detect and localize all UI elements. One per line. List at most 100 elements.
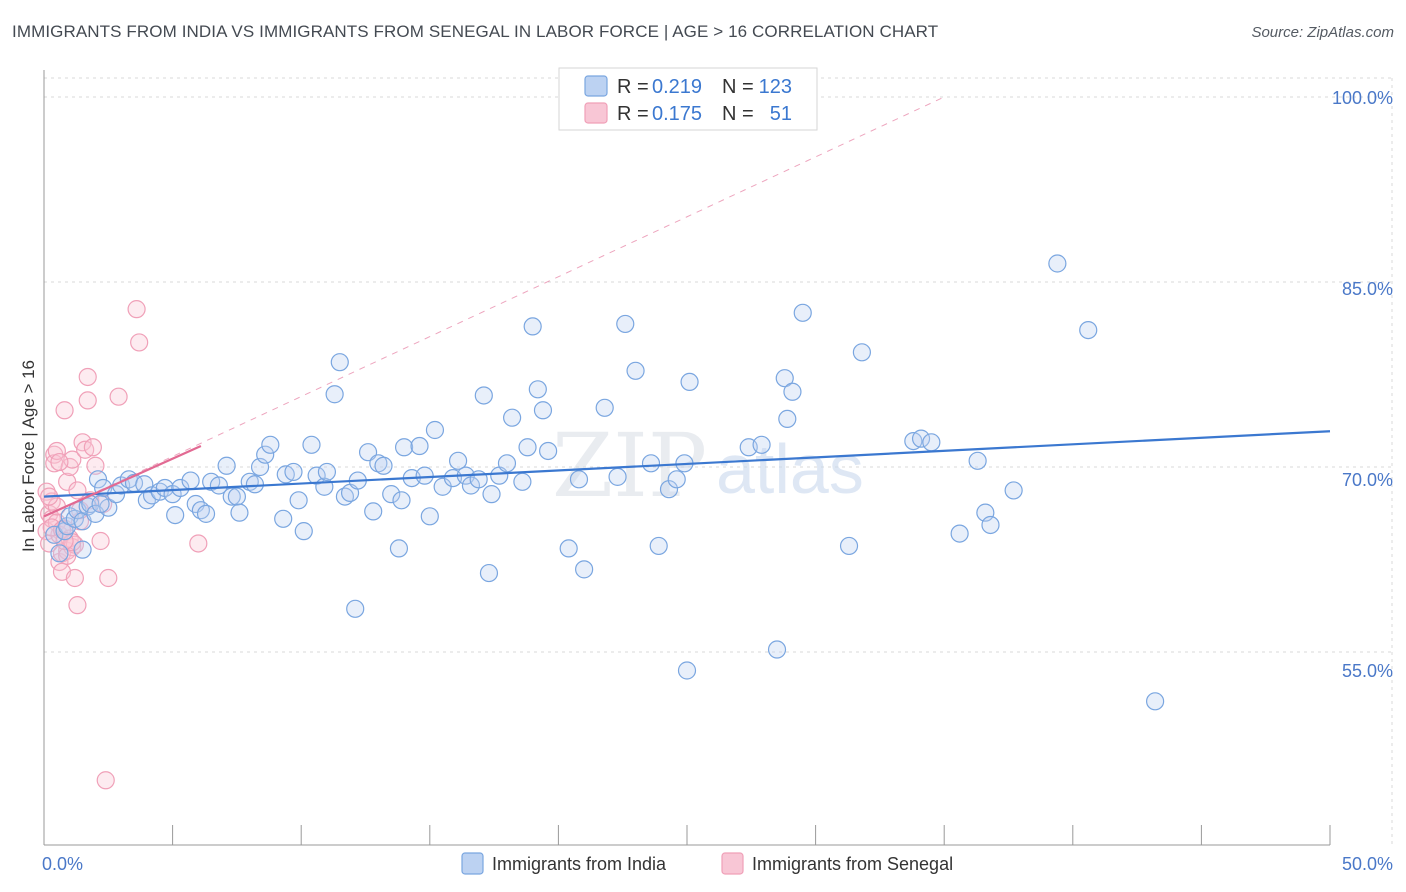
- bottom-legend-senegal: Immigrants from Senegal: [752, 854, 953, 874]
- bottom-legend-india: Immigrants from India: [492, 854, 667, 874]
- india-point-61: [394, 438, 414, 457]
- india-point-83: [539, 441, 558, 461]
- india-point-43: [284, 462, 303, 482]
- senegal-point-18: [60, 457, 79, 477]
- india-point-117: [1146, 692, 1165, 711]
- y-tick-label-3: 100.0%: [1332, 88, 1393, 108]
- india-point-37: [245, 475, 265, 494]
- legend-swatch-india: [584, 75, 608, 97]
- india-point-105: [839, 536, 859, 556]
- y-tick-label-2: 85.0%: [1342, 279, 1393, 299]
- india-point-106: [852, 343, 871, 362]
- senegal-point-38: [109, 387, 128, 406]
- senegal-point-39: [127, 300, 146, 319]
- india-point-24: [166, 505, 185, 525]
- legend-senegal-n-label: N =: [722, 103, 754, 125]
- india-point-58: [374, 456, 393, 475]
- legend-senegal-r-label: R =: [617, 103, 649, 125]
- india-point-85: [569, 470, 589, 489]
- india-point-91: [641, 454, 661, 473]
- bottom-legend-swatch-senegal: [721, 852, 744, 875]
- india-point-86: [575, 560, 594, 579]
- india-point-77: [503, 408, 522, 427]
- india-point-64: [415, 466, 434, 485]
- india-point-96: [677, 661, 697, 680]
- india-point-55: [358, 443, 378, 462]
- india-point-66: [425, 420, 445, 440]
- india-point-11: [88, 470, 108, 489]
- senegal-point-30: [78, 391, 97, 410]
- india-point-121: [91, 494, 110, 514]
- senegal-point-49: [50, 452, 69, 472]
- senegal-point-8: [47, 441, 66, 461]
- watermark-atlas: atlas: [716, 430, 864, 508]
- legend-india-r-value: 0.219: [652, 76, 702, 98]
- india-point-90: [626, 361, 645, 380]
- india-point-81: [528, 380, 547, 399]
- india-point-93: [659, 480, 679, 499]
- senegal-point-37: [99, 568, 118, 588]
- india-point-40: [261, 435, 280, 454]
- india-point-44: [289, 491, 308, 510]
- legend-india-r-label: R =: [617, 76, 649, 98]
- legend-swatch-senegal: [584, 102, 608, 124]
- y-tick-labels: 55.0% 70.0% 85.0% 100.0%: [1332, 88, 1393, 681]
- india-point-35: [230, 503, 249, 522]
- india-trend-line: [43, 430, 1331, 498]
- senegal-point-27: [73, 433, 92, 452]
- india-point-39: [256, 445, 275, 464]
- senegal-trend-extension: [43, 96, 945, 517]
- senegal-point-24: [68, 596, 87, 615]
- india-point-104: [793, 303, 812, 322]
- india-point-46: [302, 435, 321, 454]
- india-point-88: [608, 467, 627, 486]
- india-point-113: [981, 515, 1000, 535]
- india-point-82: [533, 401, 553, 420]
- india-point-101: [775, 369, 794, 388]
- data-points: [37, 254, 1331, 790]
- india-point-115: [1048, 254, 1067, 273]
- senegal-point-41: [189, 534, 208, 553]
- source-label: Source: ZipAtlas.com: [1251, 24, 1394, 41]
- india-point-84: [559, 539, 578, 558]
- y-tick-label-0: 55.0%: [1342, 661, 1393, 681]
- india-point-92: [649, 536, 668, 556]
- senegal-point-29: [78, 367, 97, 387]
- india-point-50: [325, 385, 344, 404]
- india-point-109: [922, 433, 941, 452]
- india-point-76: [497, 454, 517, 473]
- india-point-65: [420, 507, 439, 526]
- legend-senegal-r-value: 0.175: [652, 103, 702, 125]
- senegal-point-33: [86, 456, 105, 475]
- legend-box: R = 0.219 N = 123 R = 0.175 N = 51: [558, 67, 818, 131]
- axes: [43, 70, 1331, 846]
- india-point-74: [482, 485, 501, 504]
- senegal-point-40: [130, 333, 149, 352]
- india-point-69: [448, 451, 468, 470]
- india-point-34: [227, 487, 246, 506]
- india-point-51: [330, 353, 349, 372]
- india-point-87: [595, 398, 614, 417]
- y-tick-label-1: 70.0%: [1342, 470, 1393, 490]
- india-point-111: [968, 451, 987, 470]
- india-point-26: [181, 471, 200, 490]
- chart-title: IMMIGRANTS FROM INDIA VS IMMIGRANTS FROM…: [12, 22, 939, 41]
- legend-india-n-label: N =: [722, 76, 754, 98]
- x-tick-label-1: 50.0%: [1342, 854, 1393, 874]
- india-point-59: [382, 485, 401, 504]
- india-point-48: [315, 477, 334, 496]
- india-point-122: [73, 540, 92, 559]
- india-point-63: [410, 436, 429, 456]
- india-point-89: [616, 314, 635, 334]
- trend-lines: [43, 96, 945, 517]
- india-point-116: [1079, 321, 1098, 340]
- legend-india-n-value: 123: [759, 76, 792, 98]
- senegal-trend-line: [43, 445, 202, 518]
- india-point-0: [45, 525, 64, 544]
- india-point-32: [217, 456, 236, 475]
- india-point-119: [479, 563, 499, 583]
- india-point-99: [752, 435, 771, 454]
- india-point-31: [209, 476, 228, 495]
- india-point-97: [680, 372, 699, 391]
